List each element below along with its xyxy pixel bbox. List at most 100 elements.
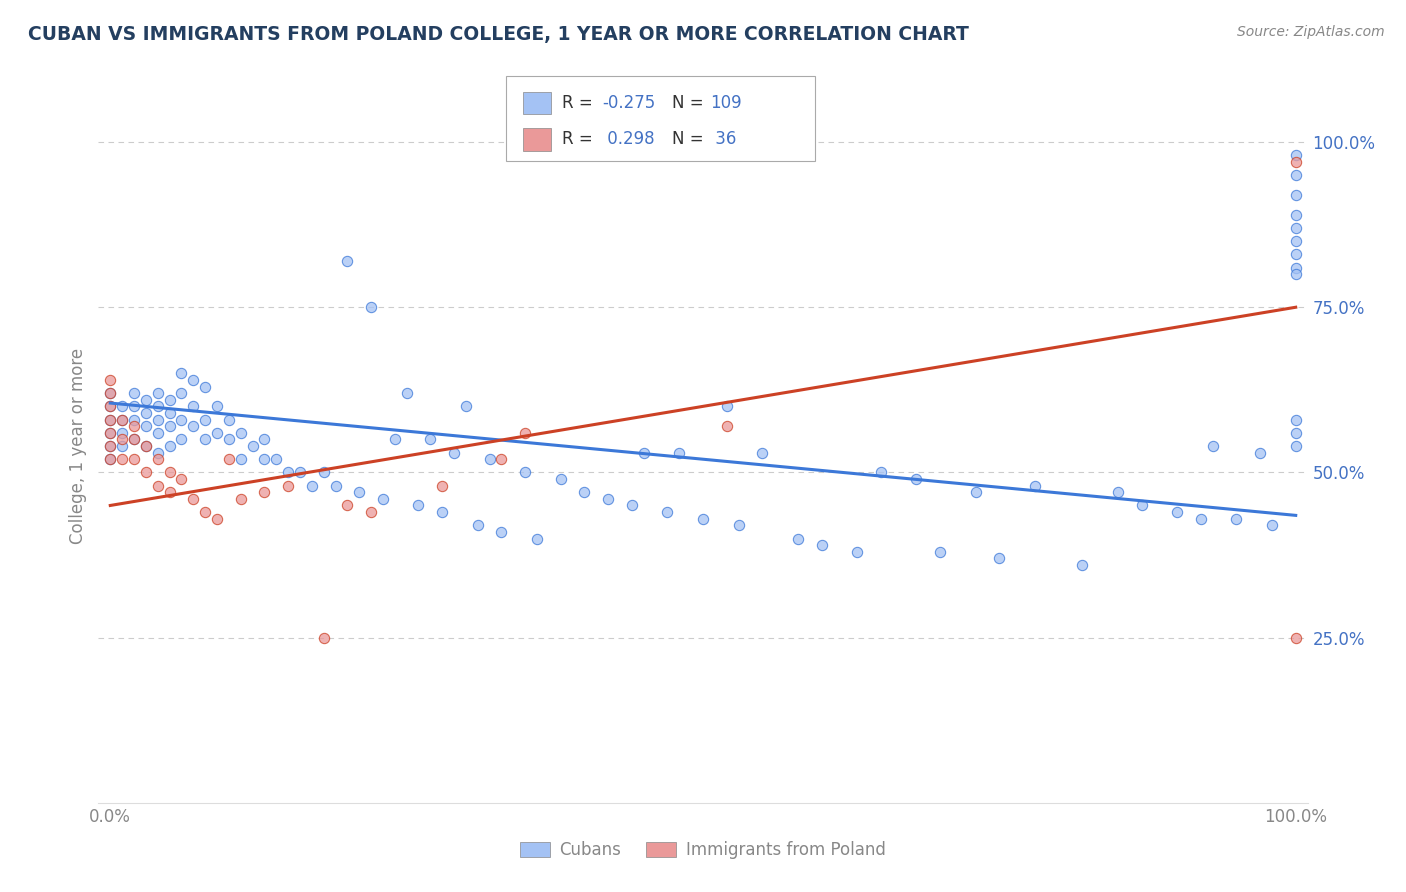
Point [633,445,655,459]
Point [229,452,252,467]
Point [1285,247,1308,261]
Point [1071,558,1094,572]
Point [1202,439,1225,453]
Point [1285,188,1308,202]
Point [1130,499,1153,513]
Point [98,452,121,467]
Point [1285,234,1308,248]
Point [347,485,370,500]
Point [751,445,773,459]
Point [170,367,193,381]
Text: 109: 109 [710,94,741,112]
Point [98,452,121,467]
Point [111,400,134,414]
Point [122,419,145,434]
Point [869,466,891,480]
Point [336,254,359,268]
Point [135,439,157,453]
Point [526,532,548,546]
Point [325,478,347,492]
Point [146,400,169,414]
Point [1285,148,1308,162]
Point [111,425,134,440]
Point [159,419,181,434]
Point [454,400,477,414]
Point [574,485,596,500]
Point [98,400,121,414]
Point [159,406,181,420]
Point [111,452,134,467]
Text: 36: 36 [710,130,737,148]
Point [122,400,145,414]
Point [111,412,134,426]
Point [1189,511,1212,525]
Point [929,545,952,559]
Point [288,466,311,480]
Point [988,551,1011,566]
Point [194,433,217,447]
Point [122,433,145,447]
Point [122,452,145,467]
Point [170,472,193,486]
Point [1225,511,1247,525]
Point [1285,425,1308,440]
Point [1285,267,1308,281]
Point [1166,505,1188,519]
Point [111,412,134,426]
Point [264,452,287,467]
Point [98,439,121,453]
Point [253,452,276,467]
Point [301,478,323,492]
Point [408,499,430,513]
Point [467,518,489,533]
Point [229,425,252,440]
Point [135,466,157,480]
Point [98,386,121,401]
Point [1285,631,1308,645]
Point [181,419,204,434]
Point [242,439,264,453]
Point [194,505,217,519]
Text: Source: ZipAtlas.com: Source: ZipAtlas.com [1237,25,1385,39]
Point [181,400,204,414]
Point [146,452,169,467]
Point [1285,154,1308,169]
Point [598,491,620,506]
Point [360,505,382,519]
Point [135,392,157,407]
Point [1261,518,1284,533]
Point [692,511,714,525]
Point [205,425,228,440]
Point [515,466,537,480]
Point [205,400,228,414]
Point [135,406,157,420]
Point [668,445,690,459]
Point [122,386,145,401]
Point [1107,485,1129,500]
Point [657,505,679,519]
Point [194,379,217,393]
Point [1249,445,1271,459]
Point [218,412,240,426]
Point [159,485,181,500]
Text: N =: N = [672,130,714,148]
Point [159,466,181,480]
Point [1285,412,1308,426]
Point [277,466,299,480]
Point [122,433,145,447]
Point [371,491,394,506]
Point [360,300,382,314]
Point [550,472,572,486]
Point [218,452,240,467]
Point [716,400,738,414]
Point [395,386,418,401]
Point [432,478,454,492]
Point [336,499,359,513]
Point [620,499,643,513]
Point [194,412,217,426]
Point [98,412,121,426]
Legend: Cubans, Immigrants from Poland: Cubans, Immigrants from Poland [513,835,893,866]
Point [146,412,169,426]
Point [1285,221,1308,235]
Point [277,478,299,492]
